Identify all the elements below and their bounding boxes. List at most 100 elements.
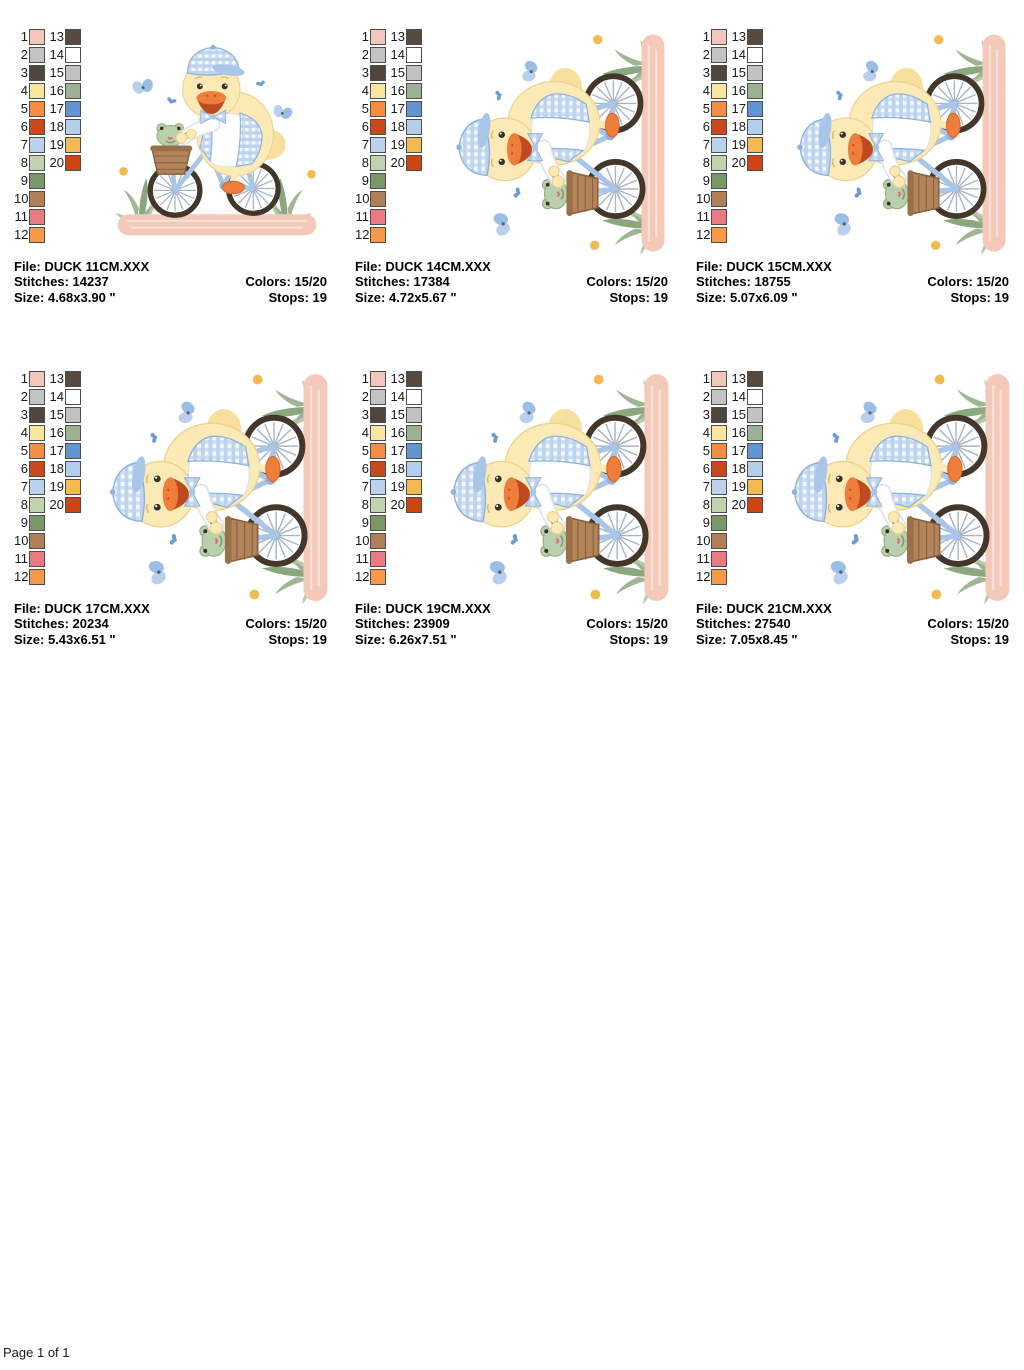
- palette-spacer: [46, 569, 62, 585]
- colors-label: Colors:: [245, 274, 291, 289]
- design-card: 1 13 2 14 3 15 4 16 5 17 6 18 7 19 8 20 9 10 11 12 File: DU…: [355, 370, 668, 647]
- page-footer: Page 1 of 1: [3, 1345, 70, 1360]
- file-value: DUCK 19CM.XXX: [385, 600, 491, 616]
- size-label: Size:: [355, 631, 386, 647]
- thread-number: 17: [49, 443, 64, 458]
- palette-spacer: [747, 191, 763, 207]
- thread-number: 11: [355, 551, 370, 566]
- thread-number: 13: [49, 29, 64, 44]
- thread-number: 5: [20, 443, 28, 458]
- color-swatch: [29, 497, 45, 513]
- color-swatch: [747, 497, 763, 513]
- stops-line: Stops: 19: [609, 290, 668, 306]
- thread-number: 18: [731, 119, 746, 134]
- stops-label: Stops:: [950, 289, 991, 305]
- size-value: 5.07x6.09 ": [729, 289, 798, 305]
- colors-line: Colors: 15/20: [245, 616, 327, 632]
- stitches-label: Stitches:: [696, 616, 751, 631]
- palette-spacer: [406, 533, 422, 549]
- colors-label: Colors:: [586, 616, 632, 631]
- color-swatch: [711, 137, 727, 153]
- thread-number: 5: [702, 443, 710, 458]
- color-swatch: [406, 425, 422, 441]
- thread-number: 16: [731, 83, 746, 98]
- thread-number: 1: [361, 371, 369, 386]
- stitches-line: Stitches: 20234: [14, 616, 109, 632]
- thread-number: 1: [20, 29, 28, 44]
- color-swatch: [370, 119, 386, 135]
- stitches-line: Stitches: 23909: [355, 616, 450, 632]
- thread-number: 18: [49, 461, 64, 476]
- palette-spacer: [387, 173, 403, 189]
- stitches-value: 23909: [413, 616, 450, 631]
- color-swatch: [370, 173, 386, 189]
- color-swatch: [29, 389, 45, 405]
- thread-palette: 1 13 2 14 3 15 4 16 5 17 6 18 7 19 8 20 9 10 11 12: [355, 370, 425, 586]
- thread-number: 5: [20, 101, 28, 116]
- color-swatch: [65, 29, 81, 45]
- thread-number: 18: [390, 461, 405, 476]
- thread-number: 19: [731, 479, 746, 494]
- color-swatch: [406, 461, 422, 477]
- thread-number: 11: [14, 551, 29, 566]
- color-swatch: [29, 83, 45, 99]
- thread-number: 8: [702, 497, 710, 512]
- thread-number: 15: [390, 65, 405, 80]
- stops-line: Stops: 19: [950, 632, 1009, 648]
- file-value: DUCK 21CM.XXX: [726, 600, 832, 616]
- thread-number: 18: [731, 461, 746, 476]
- color-swatch: [370, 371, 386, 387]
- thread-number: 14: [390, 389, 405, 404]
- color-swatch: [711, 443, 727, 459]
- stitches-value: 20234: [72, 616, 109, 631]
- thread-number: 6: [361, 119, 369, 134]
- file-label: File:: [355, 258, 382, 274]
- colors-line: Colors: 15/20: [927, 274, 1009, 290]
- size-label: Size:: [696, 289, 727, 305]
- palette-spacer: [65, 173, 81, 189]
- color-swatch: [29, 191, 45, 207]
- color-swatch: [711, 479, 727, 495]
- thread-number: 1: [20, 371, 28, 386]
- thread-number: 3: [20, 65, 28, 80]
- color-swatch: [747, 83, 763, 99]
- color-swatch: [65, 83, 81, 99]
- color-swatch: [370, 569, 386, 585]
- colors-label: Colors:: [245, 616, 291, 631]
- stitches-value: 18755: [754, 274, 791, 289]
- thread-number: 11: [355, 209, 370, 224]
- thread-number: 14: [731, 389, 746, 404]
- color-swatch: [406, 119, 422, 135]
- color-swatch: [406, 389, 422, 405]
- thread-number: 2: [361, 47, 369, 62]
- size-label: Size:: [14, 631, 45, 647]
- thread-number: 15: [390, 407, 405, 422]
- thread-number: 4: [702, 83, 710, 98]
- color-swatch: [747, 389, 763, 405]
- color-swatch: [711, 425, 727, 441]
- stops-label: Stops:: [609, 289, 650, 305]
- thread-number: 10: [14, 533, 29, 548]
- thread-number: 20: [49, 497, 64, 512]
- color-swatch: [747, 371, 763, 387]
- thread-number: 8: [702, 155, 710, 170]
- color-swatch: [65, 371, 81, 387]
- color-swatch: [747, 407, 763, 423]
- stitches-value: 27540: [754, 616, 791, 631]
- thread-number: 16: [49, 83, 64, 98]
- color-swatch: [29, 443, 45, 459]
- color-swatch: [406, 497, 422, 513]
- thread-number: 11: [696, 551, 711, 566]
- design-info: File: DUCK 15CM.XXX Stitches: 18755 Colo…: [696, 259, 1009, 306]
- color-swatch: [370, 533, 386, 549]
- thread-number: 15: [731, 65, 746, 80]
- thread-number: 13: [390, 29, 405, 44]
- color-swatch: [29, 515, 45, 531]
- color-swatch: [29, 29, 45, 45]
- thread-number: 12: [355, 227, 370, 242]
- palette-spacer: [387, 551, 403, 567]
- file-label: File:: [14, 600, 41, 616]
- color-swatch: [29, 461, 45, 477]
- stops-value: 19: [653, 631, 668, 647]
- palette-spacer: [46, 173, 62, 189]
